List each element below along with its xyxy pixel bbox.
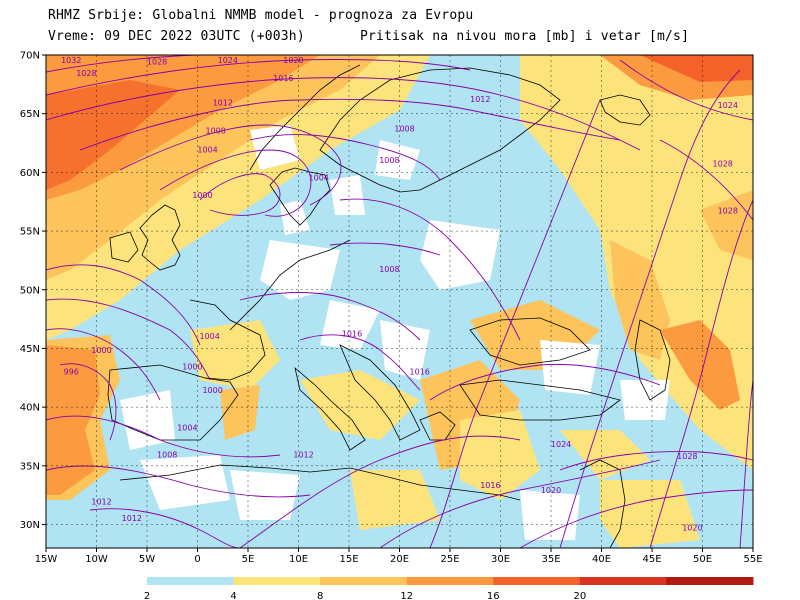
isobar-lines bbox=[46, 55, 753, 548]
isobar-label: 1012 bbox=[293, 451, 313, 460]
field-description: Pritisak na nivou mora [mb] i vetar [m/s… bbox=[360, 29, 690, 44]
isobar-label: 1008 bbox=[379, 265, 399, 274]
isobar-label: 1004 bbox=[199, 332, 219, 341]
isobar-label: 1012 bbox=[213, 98, 233, 107]
isobar-label: 1028 bbox=[718, 206, 738, 215]
isobar-label: 1020 bbox=[682, 523, 702, 532]
isobar-label: 1012 bbox=[122, 514, 142, 523]
isobar-label: 1028 bbox=[677, 452, 697, 461]
legend-label: 16 bbox=[487, 591, 500, 600]
isobar-label: 1000 bbox=[91, 346, 111, 355]
lon-tick-label: 40E bbox=[592, 554, 611, 565]
isobar-label: 1008 bbox=[394, 124, 414, 133]
isobar-label: 1004 bbox=[197, 145, 217, 154]
lon-tick-label: 45E bbox=[642, 554, 661, 565]
chart-title: RHMZ Srbije: Globalni NMMB model - progn… bbox=[48, 8, 474, 23]
lon-tick-label: 15E bbox=[339, 554, 358, 565]
lon-tick-label: 5W bbox=[139, 554, 155, 565]
legend-label: 8 bbox=[317, 591, 323, 600]
lon-tick-label: 0 bbox=[194, 554, 200, 565]
lat-tick-label: 50N bbox=[20, 285, 40, 296]
latitude-axis: 30N 35N 40N 45N 50N 55N 60N 65N 70N bbox=[20, 51, 46, 531]
lat-tick-label: 55N bbox=[20, 227, 40, 238]
isobar-label: 1020 bbox=[283, 56, 303, 65]
legend-label: 20 bbox=[573, 591, 586, 600]
lat-tick-label: 45N bbox=[20, 344, 40, 355]
isobar-label: 1004 bbox=[309, 174, 329, 183]
lat-tick-label: 65N bbox=[20, 109, 40, 120]
legend-label: 12 bbox=[400, 591, 413, 600]
graticule bbox=[46, 55, 753, 548]
isobar-label: 1024 bbox=[718, 101, 738, 110]
isobar-label: 1020 bbox=[541, 486, 561, 495]
wind-speed-legend: 2 4 8 12 16 20 bbox=[144, 577, 754, 600]
lat-tick-label: 35N bbox=[20, 461, 40, 472]
lat-tick-label: 40N bbox=[20, 403, 40, 414]
isobar-label: 1028 bbox=[713, 160, 733, 169]
legend-swatch bbox=[320, 577, 408, 585]
isobar-label: 1016 bbox=[480, 481, 500, 490]
isobar-label: 1004 bbox=[177, 424, 197, 433]
lon-tick-label: 50E bbox=[693, 554, 712, 565]
legend-label: 2 bbox=[144, 591, 150, 600]
lon-tick-label: 30E bbox=[491, 554, 510, 565]
isobar-label: 1008 bbox=[157, 451, 177, 460]
legend-swatch bbox=[147, 577, 235, 585]
isobar-label: 1008 bbox=[206, 127, 226, 136]
lon-tick-label: 55E bbox=[743, 554, 762, 565]
lon-tick-label: 15W bbox=[35, 554, 58, 565]
isobar-label: 1016 bbox=[342, 330, 362, 339]
legend-swatch bbox=[666, 577, 754, 585]
legend-label: 4 bbox=[230, 591, 236, 600]
legend-swatch bbox=[493, 577, 581, 585]
lon-tick-label: 35E bbox=[541, 554, 560, 565]
isobar-label: 1032 bbox=[61, 56, 81, 65]
isobar-label: 1028 bbox=[147, 57, 167, 66]
isobar-label: 996 bbox=[64, 367, 79, 376]
isobar-label: 1012 bbox=[470, 95, 490, 104]
legend-swatch bbox=[233, 577, 321, 585]
isobar-label: 1016 bbox=[273, 74, 293, 83]
lon-tick-label: 10W bbox=[85, 554, 108, 565]
isobar-label: 1000 bbox=[182, 363, 202, 372]
lon-tick-label: 10E bbox=[289, 554, 308, 565]
lon-tick-label: 5E bbox=[242, 554, 255, 565]
lat-tick-label: 60N bbox=[20, 168, 40, 179]
legend-swatch bbox=[579, 577, 667, 585]
lat-tick-label: 70N bbox=[20, 51, 40, 62]
longitude-axis: 15W 10W 5W 0 5E 10E 15E 20E 25E 30E 35E 40E 45E 50E 55… bbox=[35, 548, 763, 565]
isobar-label: 1028 bbox=[76, 69, 96, 78]
isobar-label: 1000 bbox=[202, 386, 222, 395]
lon-tick-label: 25E bbox=[440, 554, 459, 565]
isobar-label: 1024 bbox=[218, 56, 238, 65]
isobar-label: 1016 bbox=[410, 367, 430, 376]
isobar-label: 1024 bbox=[551, 440, 571, 449]
forecast-time: Vreme: 09 DEC 2022 03UTC (+003h) bbox=[48, 29, 305, 44]
isobar-label: 1008 bbox=[379, 156, 399, 165]
isobar-label: 1012 bbox=[91, 498, 111, 507]
isobar-label: 1000 bbox=[192, 191, 212, 200]
legend-swatch bbox=[406, 577, 494, 585]
isobar-labels: 1032 1028 1028 1024 1020 1016 1012 1008 1004 1000… bbox=[61, 56, 738, 532]
lat-tick-label: 30N bbox=[20, 520, 40, 531]
coastlines bbox=[107, 64, 671, 548]
lon-tick-label: 20E bbox=[390, 554, 409, 565]
